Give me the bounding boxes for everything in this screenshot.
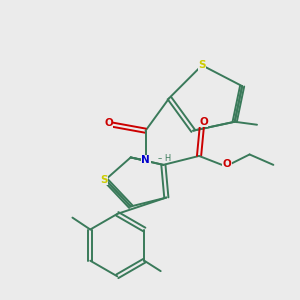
Text: O: O: [199, 117, 208, 127]
Text: – H: – H: [158, 154, 171, 164]
Text: S: S: [100, 175, 108, 185]
Text: S: S: [198, 60, 206, 70]
Text: O: O: [223, 159, 232, 169]
Text: O: O: [104, 118, 113, 128]
Text: N: N: [141, 155, 150, 165]
